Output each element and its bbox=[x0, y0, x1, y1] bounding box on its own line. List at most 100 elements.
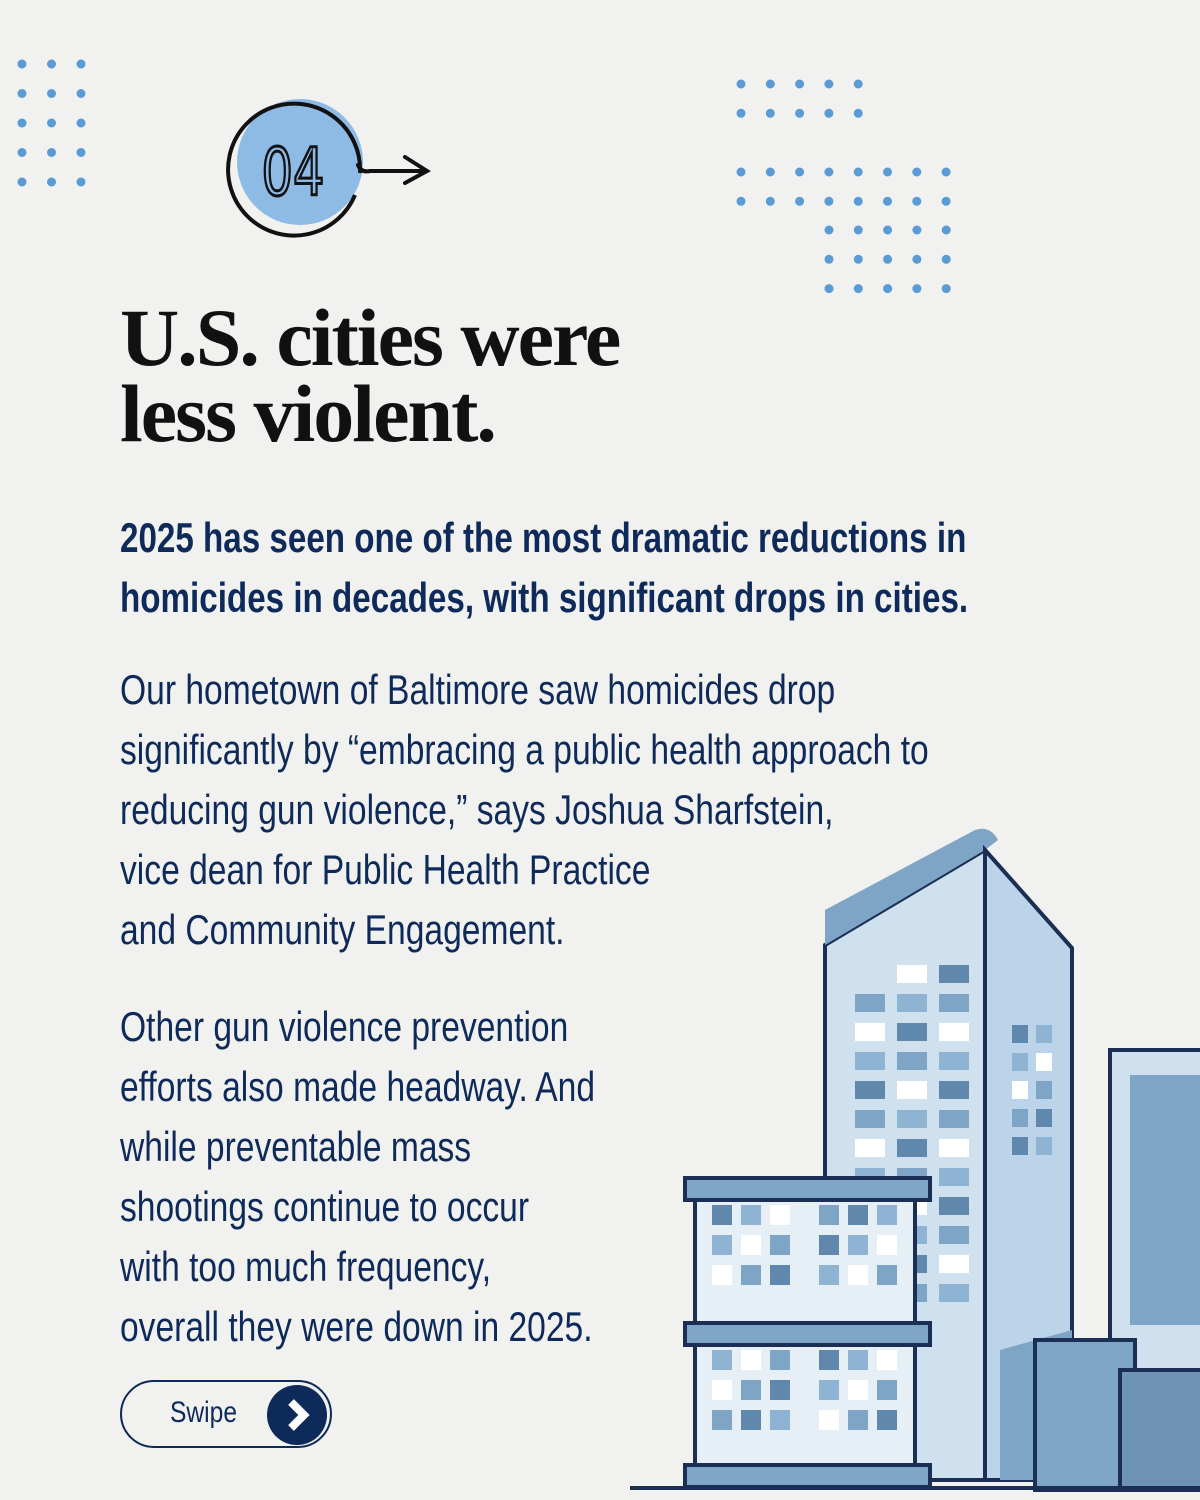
window bbox=[1036, 1025, 1052, 1043]
dot bbox=[17, 59, 27, 69]
dot bbox=[47, 118, 56, 128]
chevron-right-icon bbox=[267, 1385, 327, 1445]
window bbox=[819, 1380, 839, 1400]
window bbox=[712, 1380, 732, 1400]
window bbox=[712, 1265, 732, 1285]
dot bbox=[824, 108, 834, 118]
dot bbox=[736, 79, 746, 89]
window bbox=[897, 1052, 927, 1070]
dot bbox=[912, 225, 922, 235]
dot bbox=[795, 79, 805, 89]
window bbox=[770, 1235, 790, 1255]
window bbox=[1012, 1081, 1028, 1099]
window bbox=[939, 1168, 969, 1186]
window bbox=[741, 1235, 761, 1255]
dot bbox=[17, 89, 27, 98]
dot bbox=[17, 148, 27, 157]
window bbox=[877, 1380, 897, 1400]
window bbox=[877, 1410, 897, 1430]
window bbox=[741, 1205, 761, 1225]
paragraph-line: Other gun violence prevention bbox=[120, 1003, 569, 1050]
paragraph-line: reducing gun violence,” says Joshua Shar… bbox=[120, 786, 834, 833]
window bbox=[897, 1081, 927, 1099]
window bbox=[819, 1350, 839, 1370]
window bbox=[939, 1284, 969, 1302]
dot bbox=[765, 196, 775, 206]
dot bbox=[824, 79, 834, 89]
window bbox=[848, 1410, 868, 1430]
window bbox=[939, 1255, 969, 1273]
paragraph-line: with too much frequency, bbox=[120, 1243, 492, 1290]
window bbox=[855, 994, 885, 1012]
dot bbox=[17, 118, 27, 128]
window bbox=[855, 1052, 885, 1070]
subheading: 2025 has seen one of the most dramatic r… bbox=[120, 508, 1194, 628]
window bbox=[712, 1205, 732, 1225]
window bbox=[855, 1110, 885, 1128]
window bbox=[897, 1023, 927, 1041]
window bbox=[939, 1052, 969, 1070]
dot bbox=[76, 59, 86, 69]
window bbox=[741, 1410, 761, 1430]
dot bbox=[941, 196, 951, 206]
swipe-button[interactable]: Swipe bbox=[120, 1380, 332, 1448]
window bbox=[770, 1265, 790, 1285]
window bbox=[741, 1350, 761, 1370]
window bbox=[939, 1226, 969, 1244]
subheading-line: 2025 has seen one of the most dramatic r… bbox=[120, 514, 967, 561]
window bbox=[855, 1081, 885, 1099]
dot bbox=[824, 284, 834, 294]
window bbox=[877, 1350, 897, 1370]
paragraph-line: vice dean for Public Health Practice bbox=[120, 846, 651, 893]
window bbox=[939, 1081, 969, 1099]
swipe-label: Swipe bbox=[170, 1396, 238, 1429]
window bbox=[877, 1205, 897, 1225]
paragraph-line: efforts also made headway. And bbox=[120, 1063, 596, 1110]
step-arrow-icon: 04 bbox=[226, 99, 431, 238]
window bbox=[741, 1380, 761, 1400]
dot bbox=[795, 196, 805, 206]
dot bbox=[883, 284, 893, 294]
paragraph-line: overall they were down in 2025. bbox=[120, 1303, 593, 1350]
window bbox=[1012, 1137, 1028, 1155]
paragraph-line: and Community Engagement. bbox=[120, 906, 565, 953]
dot bbox=[47, 148, 56, 157]
paragraph-line: Our hometown of Baltimore saw homicides … bbox=[120, 666, 836, 713]
dot bbox=[853, 284, 863, 294]
dot bbox=[736, 167, 746, 177]
window bbox=[939, 965, 969, 983]
dot bbox=[912, 254, 922, 264]
dot bbox=[824, 196, 834, 206]
window bbox=[1036, 1081, 1052, 1099]
window bbox=[770, 1380, 790, 1400]
window bbox=[712, 1235, 732, 1255]
window bbox=[877, 1235, 897, 1255]
window bbox=[897, 965, 927, 983]
dot bbox=[76, 148, 86, 157]
window bbox=[712, 1350, 732, 1370]
dot bbox=[853, 108, 863, 118]
paragraph-line: significantly by “embracing a public hea… bbox=[120, 726, 929, 773]
dot bbox=[47, 59, 56, 69]
window bbox=[819, 1410, 839, 1430]
dot bbox=[824, 225, 834, 235]
window bbox=[855, 1139, 885, 1157]
dot bbox=[765, 79, 775, 89]
dot bbox=[76, 118, 86, 128]
dot bbox=[941, 225, 951, 235]
dot bbox=[853, 254, 863, 264]
city-buildings-illustration bbox=[630, 828, 1200, 1492]
window bbox=[1036, 1053, 1052, 1071]
window bbox=[741, 1265, 761, 1285]
window bbox=[1012, 1025, 1028, 1043]
window bbox=[770, 1205, 790, 1225]
dot bbox=[912, 196, 922, 206]
dot bbox=[76, 89, 86, 98]
dot bbox=[795, 167, 805, 177]
dot bbox=[47, 177, 56, 187]
dot bbox=[824, 254, 834, 264]
dot bbox=[883, 254, 893, 264]
window bbox=[939, 1023, 969, 1041]
window bbox=[770, 1350, 790, 1370]
window bbox=[1036, 1109, 1052, 1127]
